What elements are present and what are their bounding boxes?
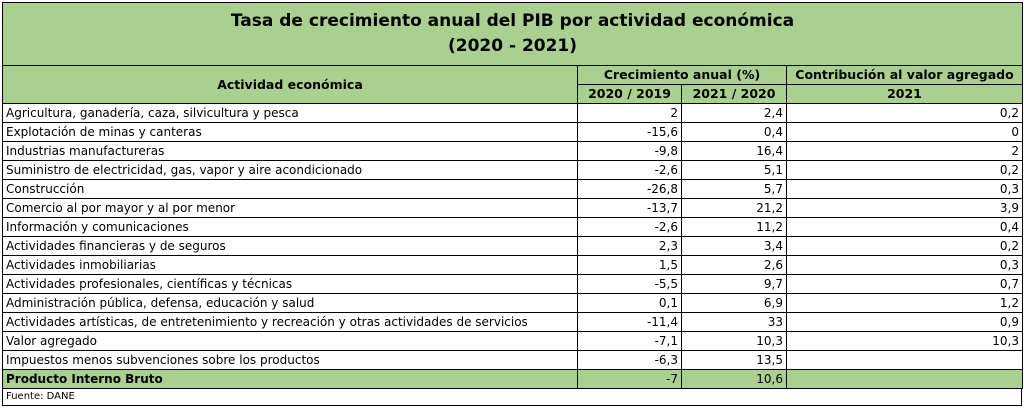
header-contribution-group: Contribución al valor agregado [786,65,1023,85]
activity-cell: Agricultura, ganadería, caza, silvicultu… [2,103,578,123]
total-growth-2021: 10,6 [681,369,787,389]
gdp-table-container: Tasa de crecimiento anual del PIB por ac… [2,2,1023,406]
total-contribution [786,369,1023,389]
contribution-cell: 0,2 [786,103,1023,123]
contribution-cell: 0,3 [786,179,1023,199]
title-line-2: (2020 - 2021) [447,36,578,56]
table-row: Industrias manufactureras -9,8 16,4 2 [2,141,1023,161]
table-row: Construcción -26,8 5,7 0,3 [2,179,1023,199]
activity-cell: Información y comunicaciones [2,217,578,237]
growth-2020-cell: -2,6 [577,160,682,180]
growth-2020-cell: -2,6 [577,217,682,237]
growth-2020-cell: -6,3 [577,350,682,370]
contribution-cell [786,350,1023,370]
table-row: Actividades profesionales, científicas y… [2,274,1023,294]
header-activity: Actividad económica [2,65,578,104]
growth-2021-cell: 6,9 [681,293,787,313]
source-note: Fuente: DANE [2,389,1022,406]
activity-cell: Actividades financieras y de seguros [2,236,578,256]
growth-2021-cell: 2,6 [681,255,787,275]
growth-2021-cell: 3,4 [681,236,787,256]
table-row: Valor agregado -7,1 10,3 10,3 [2,331,1023,351]
activity-cell: Actividades artísticas, de entretenimien… [2,312,578,332]
gdp-table: Tasa de crecimiento anual del PIB por ac… [2,2,1023,389]
growth-2020-cell: 2 [577,103,682,123]
table-row: Suministro de electricidad, gas, vapor y… [2,160,1023,180]
growth-2021-cell: 5,7 [681,179,787,199]
header-2021: 2021 / 2020 [681,84,787,104]
growth-2020-cell: 0,1 [577,293,682,313]
table-row: Actividades artísticas, de entretenimien… [2,312,1023,332]
total-growth-2020: -7 [577,369,682,389]
contribution-cell: 3,9 [786,198,1023,218]
growth-2020-cell: 1,5 [577,255,682,275]
activity-cell: Actividades profesionales, científicas y… [2,274,578,294]
total-row: Producto Interno Bruto -7 10,6 [2,369,1023,389]
header-2020: 2020 / 2019 [577,84,682,104]
growth-2021-cell: 21,2 [681,198,787,218]
header-growth-group: Crecimiento anual (%) [577,65,787,85]
table-body: Agricultura, ganadería, caza, silvicultu… [2,103,1023,370]
contribution-cell: 0,9 [786,312,1023,332]
growth-2020-cell: -26,8 [577,179,682,199]
activity-cell: Actividades inmobiliarias [2,255,578,275]
table-row: Impuestos menos subvenciones sobre los p… [2,350,1023,370]
table-row: Comercio al por mayor y al por menor -13,… [2,198,1023,218]
table-row: Agricultura, ganadería, caza, silvicultu… [2,103,1023,123]
growth-2020-cell: -5,5 [577,274,682,294]
activity-cell: Suministro de electricidad, gas, vapor y… [2,160,578,180]
activity-cell: Explotación de minas y canteras [2,122,578,142]
growth-2021-cell: 33 [681,312,787,332]
growth-2021-cell: 16,4 [681,141,787,161]
table-row: Actividades financieras y de seguros 2,3 3… [2,236,1023,256]
activity-cell: Construcción [2,179,578,199]
table-title: Tasa de crecimiento anual del PIB por ac… [2,2,1023,66]
contribution-cell: 0,7 [786,274,1023,294]
total-activity: Producto Interno Bruto [2,369,578,389]
growth-2020-cell: -9,8 [577,141,682,161]
table-row: Explotación de minas y canteras -15,6 0,4 0 [2,122,1023,142]
activity-cell: Administración pública, defensa, educaci… [2,293,578,313]
growth-2021-cell: 2,4 [681,103,787,123]
table-row: Administración pública, defensa, educaci… [2,293,1023,313]
contribution-cell: 0,3 [786,255,1023,275]
contribution-cell: 0 [786,122,1023,142]
table-row: Información y comunicaciones -2,6 11,2 0,4 [2,217,1023,237]
activity-cell: Impuestos menos subvenciones sobre los p… [2,350,578,370]
growth-2020-cell: -7,1 [577,331,682,351]
header-contrib-2021: 2021 [786,84,1023,104]
activity-cell: Comercio al por mayor y al por menor [2,198,578,218]
contribution-cell: 2 [786,141,1023,161]
growth-2021-cell: 0,4 [681,122,787,142]
title-line-1: Tasa de crecimiento anual del PIB por ac… [230,11,795,31]
contribution-cell: 0,4 [786,217,1023,237]
activity-cell: Valor agregado [2,331,578,351]
growth-2021-cell: 10,3 [681,331,787,351]
growth-2020-cell: 2,3 [577,236,682,256]
growth-2020-cell: -13,7 [577,198,682,218]
growth-2021-cell: 9,7 [681,274,787,294]
table-row: Actividades inmobiliarias 1,5 2,6 0,3 [2,255,1023,275]
growth-2021-cell: 11,2 [681,217,787,237]
contribution-cell: 1,2 [786,293,1023,313]
growth-2020-cell: -15,6 [577,122,682,142]
contribution-cell: 0,2 [786,160,1023,180]
growth-2021-cell: 5,1 [681,160,787,180]
activity-cell: Industrias manufactureras [2,141,578,161]
growth-2021-cell: 13,5 [681,350,787,370]
contribution-cell: 0,2 [786,236,1023,256]
contribution-cell: 10,3 [786,331,1023,351]
growth-2020-cell: -11,4 [577,312,682,332]
